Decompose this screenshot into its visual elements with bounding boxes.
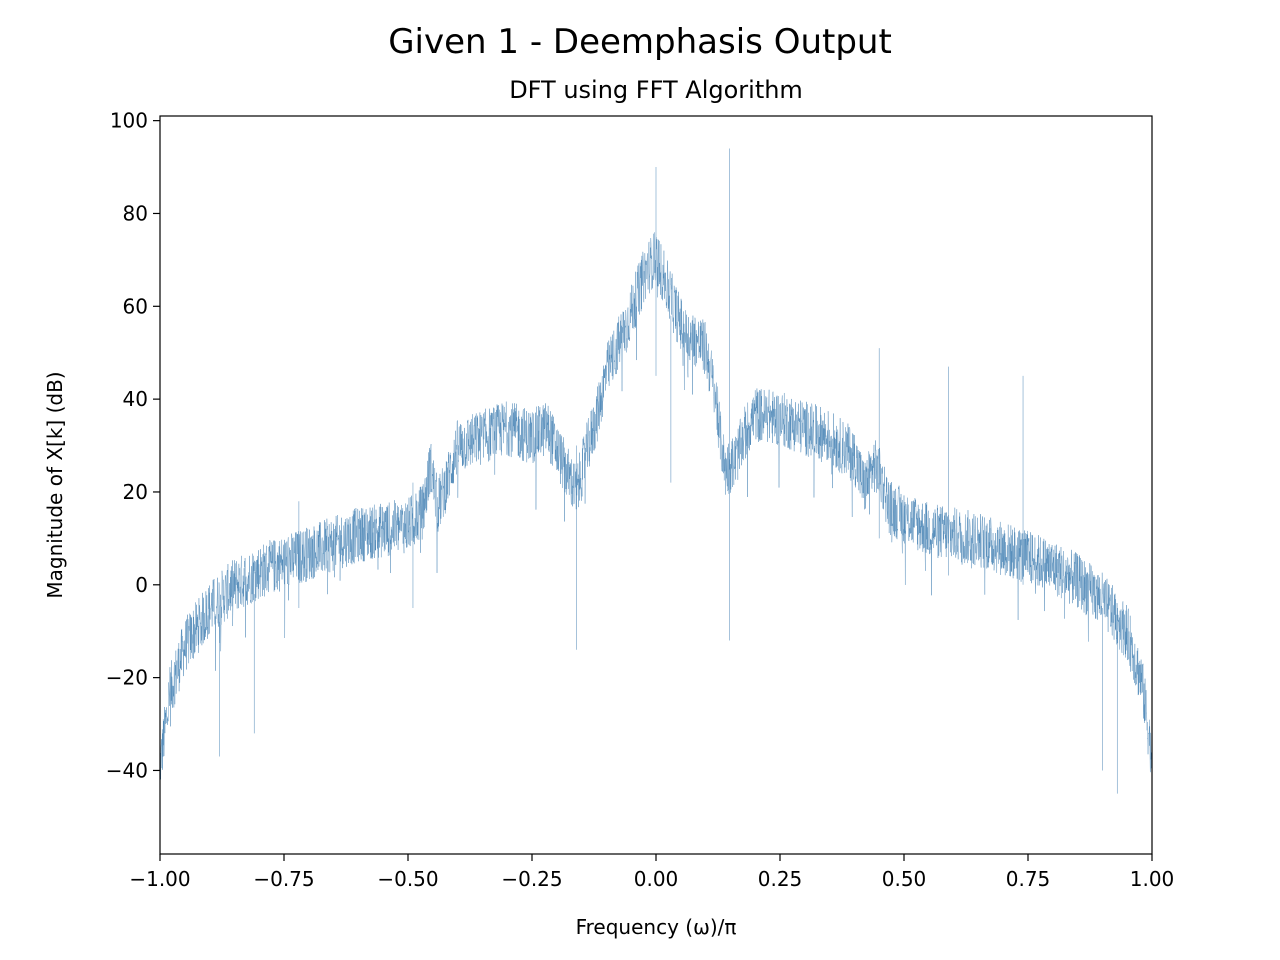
x-axis: −1.00 −0.75 −0.50 −0.25 0.00 0.25 0.50 0.75 1.00	[129, 854, 1174, 891]
y-tick-label: 20	[123, 480, 148, 504]
y-axis: −40 −20 0 20 40 60 80 100	[106, 109, 160, 782]
x-tick-label: 0.25	[758, 867, 803, 891]
x-tick-label: −0.75	[253, 867, 314, 891]
y-tick-label: 60	[123, 294, 148, 318]
y-axis-label: Magnitude of X[k] (dB)	[43, 371, 67, 598]
y-tick-label: 40	[123, 387, 148, 411]
x-tick-label: −0.50	[377, 867, 438, 891]
x-tick-label: −1.00	[129, 867, 190, 891]
x-axis-label: Frequency (ω)/π	[576, 915, 737, 939]
y-tick-label: 0	[135, 573, 148, 597]
x-tick-label: 0.00	[634, 867, 679, 891]
x-tick-label: −0.25	[501, 867, 562, 891]
chart-subtitle: DFT using FFT Algorithm	[509, 76, 803, 104]
plot-area	[159, 148, 1153, 794]
chart-title: Given 1 - Deemphasis Output	[388, 22, 892, 62]
y-tick-label: 100	[110, 109, 148, 133]
y-tick-label: −20	[106, 666, 148, 690]
x-tick-label: 1.00	[1130, 867, 1175, 891]
y-tick-label: −40	[106, 758, 148, 782]
x-tick-label: 0.75	[1006, 867, 1051, 891]
x-tick-label: 0.50	[882, 867, 927, 891]
y-tick-label: 80	[123, 201, 148, 225]
